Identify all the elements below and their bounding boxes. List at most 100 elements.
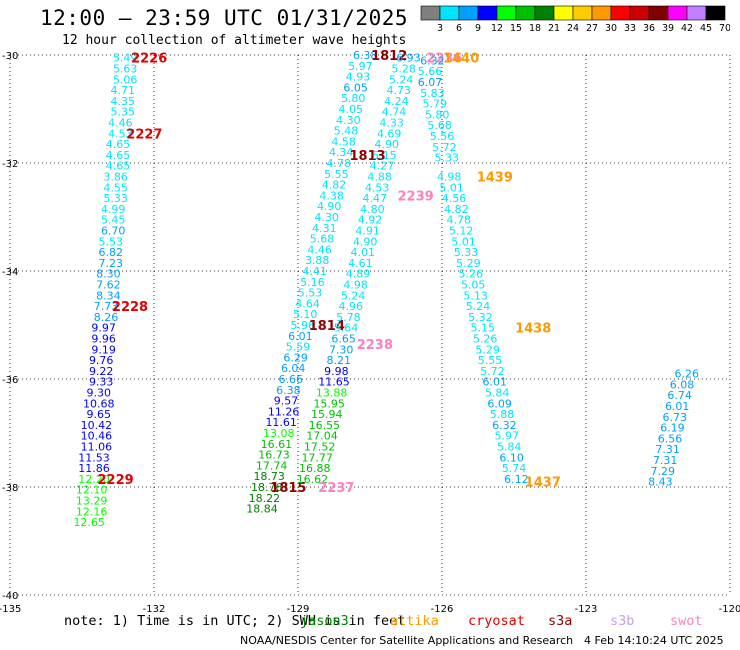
wave-height-value: 4.05: [339, 103, 364, 116]
wave-height-value: 5.74: [502, 462, 527, 475]
wave-height-value: 6.01: [483, 376, 508, 389]
legend-swatch: [705, 5, 726, 21]
wave-height-value: 5.72: [432, 141, 457, 154]
pass-time-label: 1814: [309, 319, 345, 334]
wave-height-value: 5.29: [456, 257, 481, 270]
wave-height-value: 5.26: [459, 268, 484, 281]
wave-height-value: 6.38: [353, 49, 378, 62]
wave-height-value: 16.55: [309, 419, 341, 432]
wave-height-value: 6.07: [418, 76, 443, 89]
wave-height-value: 5.01: [439, 181, 464, 194]
wave-height-value: 4.47: [363, 192, 388, 205]
wave-height-value: 4.93: [346, 71, 371, 84]
wave-height-value: 5.84: [485, 387, 510, 400]
satellite-s3b: s3b: [610, 613, 635, 629]
wave-height-value: 5.24: [341, 289, 366, 302]
credit-line: NOAA/NESDIS Center for Satellite Applica…: [240, 634, 574, 647]
wave-height-value: 4.78: [327, 157, 352, 170]
wave-height-value: 4.34: [329, 146, 354, 159]
wave-height-value: 5.59: [286, 341, 311, 354]
wave-height-value: 7.73: [94, 300, 119, 313]
wave-height-value: 3.86: [103, 171, 128, 184]
wave-height-value: 12.20: [78, 473, 110, 486]
wave-height-value: 4.69: [377, 127, 402, 140]
wave-height-value: 6.56: [658, 432, 683, 445]
wave-height-value: 8.30: [96, 268, 121, 281]
wave-height-value: 9.98: [324, 365, 349, 378]
wave-height-value: 4.90: [317, 200, 342, 213]
wave-height-value: 9.33: [89, 376, 114, 389]
wave-height-value: 4.73: [387, 84, 412, 97]
wave-height-value: 4.99: [101, 203, 126, 216]
wave-height-value: 6.66: [279, 373, 304, 386]
wave-height-value: 7.23: [99, 257, 124, 270]
wave-height-value: 6.09: [487, 397, 512, 410]
wave-height-value: 18.73: [253, 470, 285, 483]
wave-height-value: 6.05: [343, 81, 368, 94]
wave-height-value: 5.35: [111, 106, 136, 119]
wave-height-value: 4.89: [346, 268, 371, 281]
wave-height-value: 4.78: [447, 214, 472, 227]
wave-height-value: 9.57: [274, 395, 299, 408]
legend-label: 39: [662, 23, 674, 34]
wave-height-value: 13.29: [76, 495, 108, 508]
pass-time-label: 1437: [525, 476, 561, 491]
y-tick-label: -38: [2, 483, 18, 494]
satellite-cryosat: cryosat: [468, 613, 525, 629]
wave-height-value: 5.68: [427, 119, 452, 132]
wave-height-value: 6.32: [492, 419, 517, 432]
wave-height-value: 16.73: [258, 449, 290, 462]
wave-height-value: 6.70: [101, 225, 126, 238]
x-tick-label: -132: [143, 604, 166, 615]
pass-time-label: 2236: [426, 52, 462, 67]
wave-height-value: 4.71: [111, 84, 136, 97]
wave-height-value: 5.72: [480, 365, 505, 378]
pass-time-label: 2229: [98, 473, 134, 488]
wave-height-value: 11.61: [265, 416, 297, 429]
wave-height-value: 4.55: [103, 181, 128, 194]
wave-height-value: 5.33: [454, 246, 479, 259]
wave-height-value: 4.27: [370, 160, 395, 173]
wave-height-value: 4.56: [442, 192, 467, 205]
wave-height-value: 3.88: [305, 254, 330, 267]
chart-subtitle: 12 hour collection of altimeter wave hei…: [62, 33, 407, 48]
wave-height-value: 6.93: [396, 52, 421, 65]
legend-label: 15: [510, 23, 522, 34]
wave-height-value: 5.24: [389, 73, 414, 86]
wave-height-value: 5.45: [101, 214, 126, 227]
wave-height-value: 8.34: [96, 289, 121, 302]
wave-height-value: 16.88: [299, 462, 331, 475]
pass-time-label: 1439: [477, 171, 513, 186]
wave-height-value: 4.53: [108, 127, 133, 140]
wave-height-value: 6.12: [504, 473, 529, 486]
satellite-jason3: jason3: [300, 613, 349, 629]
y-tick-label: -32: [2, 159, 18, 170]
wave-height-value: 5.78: [336, 311, 361, 324]
wave-height-value: 5.88: [490, 408, 515, 421]
wave-height-value: 6.10: [499, 451, 524, 464]
wave-height-value: 5.15: [372, 149, 397, 162]
wave-height-value: 11.06: [81, 441, 113, 454]
wave-height-value: 17.77: [301, 451, 333, 464]
wave-height-value: 15.95: [313, 397, 345, 410]
wave-height-value: 4.90: [375, 138, 400, 151]
wave-height-value: 6.01: [288, 330, 313, 343]
wave-height-value: 4.46: [307, 243, 332, 256]
wave-height-value: 9.76: [89, 354, 114, 367]
wave-height-value: 16.62: [297, 473, 329, 486]
legend-label: 18: [529, 23, 541, 34]
wave-height-value: 6.04: [281, 362, 306, 375]
legend-label: 24: [567, 23, 579, 34]
wave-height-value: 18.84: [246, 503, 278, 516]
wave-height-value: 4.58: [331, 135, 356, 148]
pass-time-label: 2239: [398, 189, 434, 204]
wave-height-value: 16.61: [261, 438, 293, 451]
wave-height-value: 11.65: [318, 376, 350, 389]
legend-label: 45: [700, 23, 712, 34]
wave-height-value: 17.52: [304, 441, 336, 454]
pass-time-label: 2227: [126, 127, 162, 142]
wave-height-value: 6.29: [283, 351, 308, 364]
wave-height-value: 17.04: [306, 430, 338, 443]
wave-height-value: 9.97: [91, 322, 116, 335]
y-tick-label: -36: [2, 375, 18, 386]
